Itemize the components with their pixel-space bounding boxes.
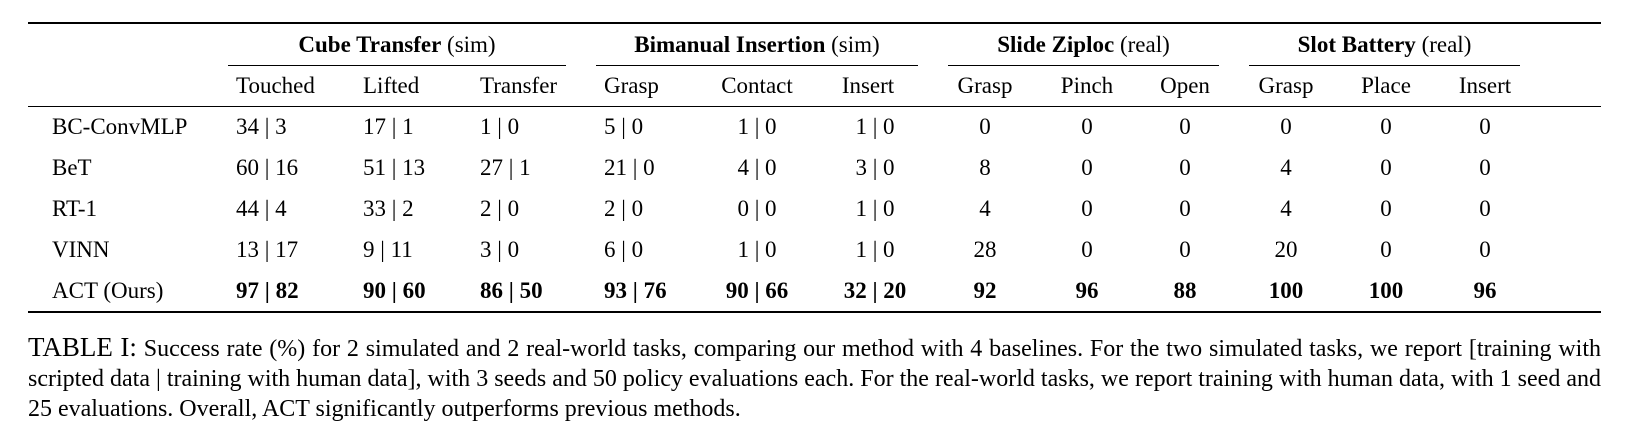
table-cell: 44 | 4 <box>236 196 287 221</box>
table-cell: 0 <box>1081 237 1093 262</box>
table-cell: 0 <box>1081 196 1093 221</box>
table-cell: 51 | 13 <box>363 155 426 180</box>
table-cell: 28 <box>973 237 997 262</box>
table-cell: 90 | 66 <box>725 278 789 303</box>
table-cell: 93 | 76 <box>604 278 667 303</box>
group-underline-cube-transfer <box>228 65 566 67</box>
table-cell: 1 | 0 <box>855 196 895 221</box>
table-cell: 1 | 0 <box>737 114 777 139</box>
method-name: VINN <box>52 237 110 262</box>
table-caption: TABLE I: Success rate (%) for 2 simulate… <box>28 332 1601 424</box>
table-cell: 3 | 0 <box>855 155 895 180</box>
column-header: Transfer <box>480 73 558 98</box>
table-cell: 0 <box>1081 155 1093 180</box>
table-cell: 20 <box>1274 237 1298 262</box>
column-header: Grasp <box>604 73 659 98</box>
table-cell: 0 <box>1179 155 1191 180</box>
table-cell: 34 | 3 <box>236 114 287 139</box>
table-cell: 0 <box>1380 114 1392 139</box>
table-cell: 90 | 60 <box>363 278 426 303</box>
method-name: RT-1 <box>52 196 98 221</box>
group-underline-bimanual-insertion <box>596 65 918 67</box>
table-cell: 0 <box>1479 196 1491 221</box>
table-cell: 17 | 1 <box>363 114 414 139</box>
group-underline-slot-battery <box>1249 65 1520 67</box>
column-header: Grasp <box>957 73 1013 98</box>
table-cell: 0 <box>1179 114 1191 139</box>
caption-text: Success rate (%) for 2 simulated and 2 r… <box>28 336 1602 422</box>
table-cell: 0 <box>1479 155 1491 180</box>
method-name: BeT <box>52 155 92 180</box>
column-header: Pinch <box>1060 73 1114 98</box>
table-cell: 88 <box>1173 278 1197 303</box>
table-bottom-rule <box>28 311 1601 313</box>
group-header-slot-battery: Slot Battery (real) <box>1297 32 1472 57</box>
method-name: BC-ConvMLP <box>52 114 188 139</box>
table-cell: 1 | 0 <box>480 114 520 139</box>
table-cell: 0 <box>1380 155 1392 180</box>
table-cell: 0 <box>1380 237 1392 262</box>
table-cell: 1 | 0 <box>737 237 777 262</box>
group-header-cube-transfer: Cube Transfer (sim) <box>298 32 496 57</box>
column-header: Insert <box>841 73 895 98</box>
table-cell: 3 | 0 <box>480 237 520 262</box>
table-cell: 86 | 50 <box>480 278 543 303</box>
table-cell: 4 <box>1280 196 1292 221</box>
column-header: Insert <box>1458 73 1512 98</box>
table-cell: 4 | 0 <box>737 155 777 180</box>
table-cell: 32 | 20 <box>843 278 907 303</box>
table-cell: 100 <box>1368 278 1404 303</box>
table-cell: 0 | 0 <box>737 196 777 221</box>
table-cell: 2 | 0 <box>480 196 520 221</box>
group-header-slide-ziploc: Slide Ziploc (real) <box>997 32 1170 57</box>
table-cell: 6 | 0 <box>604 237 644 262</box>
column-header: Contact <box>721 73 793 98</box>
column-header: Grasp <box>1258 73 1314 98</box>
table-cell: 4 <box>1280 155 1292 180</box>
method-name: ACT (Ours) <box>52 278 164 303</box>
table-top-rule <box>28 22 1601 24</box>
table-cell: 9 | 11 <box>363 237 413 262</box>
table-cell: 96 <box>1075 278 1099 303</box>
table-cell: 21 | 0 <box>604 155 655 180</box>
table-header-rule <box>28 106 1601 108</box>
table-cell: 5 | 0 <box>604 114 644 139</box>
table-cell: 0 <box>979 114 991 139</box>
table-cell: 0 <box>1280 114 1292 139</box>
table-cell: 0 <box>1179 237 1191 262</box>
table-cell: 100 <box>1268 278 1304 303</box>
table-cell: 0 <box>1081 114 1093 139</box>
table-cell: 1 | 0 <box>855 114 895 139</box>
table-cell: 4 <box>979 196 991 221</box>
caption-label: TABLE I: <box>28 332 137 362</box>
table-cell: 97 | 82 <box>236 278 299 303</box>
group-header-bimanual-insertion: Bimanual Insertion (sim) <box>634 32 880 57</box>
table-cell: 1 | 0 <box>855 237 895 262</box>
table-cell: 27 | 1 <box>480 155 531 180</box>
column-header: Open <box>1160 73 1210 98</box>
table-cell: 0 <box>1479 114 1491 139</box>
table-cell: 96 <box>1473 278 1497 303</box>
column-header: Place <box>1361 73 1411 98</box>
table-cell: 13 | 17 <box>236 237 299 262</box>
table-cell: 0 <box>1380 196 1392 221</box>
table-cell: 33 | 2 <box>363 196 414 221</box>
column-header: Touched <box>236 73 315 98</box>
table-cell: 8 <box>979 155 991 180</box>
table-cell: 0 <box>1479 237 1491 262</box>
table-cell: 2 | 0 <box>604 196 644 221</box>
group-underline-slide-ziploc <box>948 65 1219 67</box>
column-header: Lifted <box>363 73 420 98</box>
table-cell: 0 <box>1179 196 1191 221</box>
table-cell: 92 <box>973 278 997 303</box>
table-cell: 60 | 16 <box>236 155 299 180</box>
